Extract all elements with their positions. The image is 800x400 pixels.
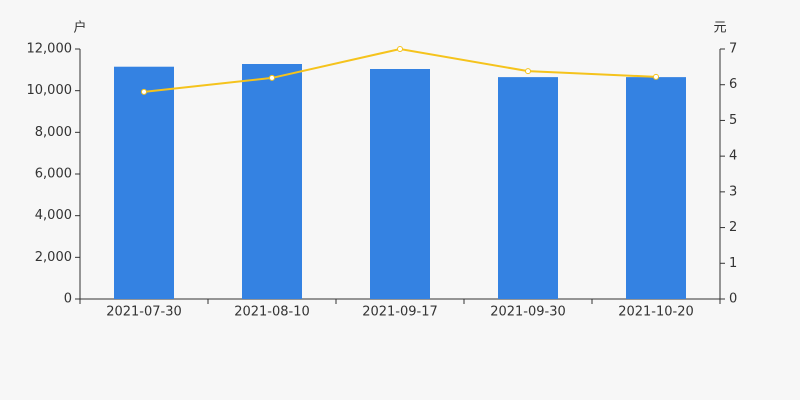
y-unit: 户 xyxy=(73,20,86,36)
line-point xyxy=(653,73,659,80)
line-point xyxy=(397,46,403,52)
y2-tick-label: 7 xyxy=(729,42,737,57)
bar xyxy=(626,77,686,299)
y-tick-label: 2,000 xyxy=(35,250,72,265)
y-tick-label: 8,000 xyxy=(35,125,72,140)
y-tick-label: 4,000 xyxy=(35,208,72,223)
x-tick-label: 2021-07-30 xyxy=(106,305,182,320)
bar xyxy=(498,77,558,299)
y-tick-label: 12,000 xyxy=(27,42,73,57)
bar xyxy=(242,64,302,299)
y2-tick-label: 3 xyxy=(729,184,737,199)
y-tick-label: 0 xyxy=(64,292,72,307)
x-tick-label: 2021-08-10 xyxy=(234,305,310,320)
bar xyxy=(114,66,174,299)
x-tick-label: 2021-09-17 xyxy=(362,305,438,320)
y2-tick-label: 5 xyxy=(729,113,737,128)
x-tick-label: 2021-09-30 xyxy=(490,305,566,320)
line-point xyxy=(525,68,531,75)
y2-tick-label: 4 xyxy=(729,149,737,164)
y2-tick-label: 1 xyxy=(729,256,737,271)
x-tick-label: 2021-10-20 xyxy=(618,305,694,320)
y-tick-label: 6,000 xyxy=(35,167,72,182)
bar xyxy=(370,69,430,299)
y-tick-label: 10,000 xyxy=(27,83,73,98)
y2-tick-label: 0 xyxy=(729,292,737,307)
line-point xyxy=(141,88,147,95)
y2-tick-label: 6 xyxy=(729,77,737,92)
line-point xyxy=(269,74,275,81)
y2-unit: 元 xyxy=(713,21,726,36)
y2-tick-label: 2 xyxy=(729,220,737,235)
